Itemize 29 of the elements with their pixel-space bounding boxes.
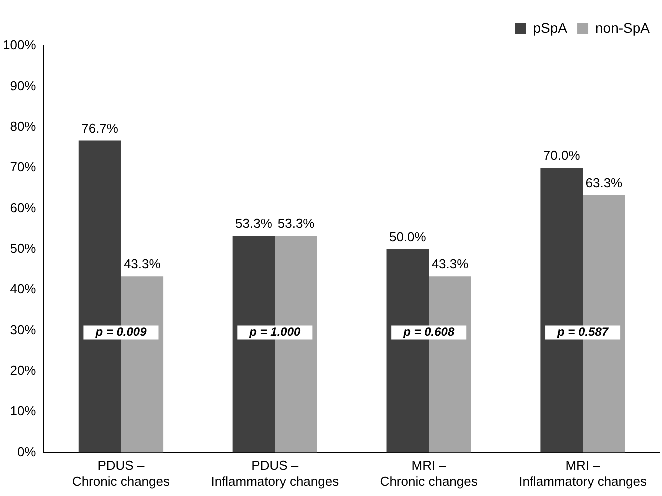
data-label: 50.0% bbox=[389, 229, 427, 244]
y-tick-label: 60% bbox=[10, 200, 37, 216]
x-tick-label: MRI – Inflammatory changes bbox=[519, 458, 648, 489]
data-label: 53.3% bbox=[278, 216, 316, 232]
data-label: 43.3% bbox=[124, 256, 162, 272]
legend-label: non-SpA bbox=[596, 20, 651, 36]
data-label: 53.3% bbox=[236, 216, 273, 232]
y-tick-label: 90% bbox=[10, 78, 37, 94]
x-tick-label: PDUS – Inflammatory changes bbox=[211, 458, 340, 489]
annotation: p = 0.608 bbox=[402, 325, 455, 340]
y-tick-label: 30% bbox=[10, 322, 37, 338]
annotation: p = 0.587 bbox=[556, 325, 610, 340]
y-tick-label: 20% bbox=[10, 363, 37, 378]
data-label: 63.3% bbox=[586, 175, 624, 190]
annotation: p = 1.000 bbox=[248, 325, 301, 340]
y-tick-label: 80% bbox=[10, 118, 37, 134]
x-tick-label: PDUS – Chronic changes bbox=[72, 458, 170, 489]
y-tick-label: 100% bbox=[3, 38, 37, 53]
data-label: 76.7% bbox=[82, 120, 119, 136]
y-tick-label: 40% bbox=[10, 282, 37, 297]
legend-label: pSpA bbox=[533, 20, 568, 36]
y-tick-label: 50% bbox=[10, 240, 37, 256]
annotation: p = 0.009 bbox=[94, 325, 148, 340]
data-label: 70.0% bbox=[543, 148, 581, 164]
y-tick-label: 0% bbox=[17, 444, 37, 460]
y-tick-label: 70% bbox=[10, 160, 37, 175]
x-tick-label: MRI – Chronic changes bbox=[380, 458, 478, 489]
data-label: 43.3% bbox=[432, 256, 470, 272]
y-tick-label: 10% bbox=[10, 404, 37, 419]
